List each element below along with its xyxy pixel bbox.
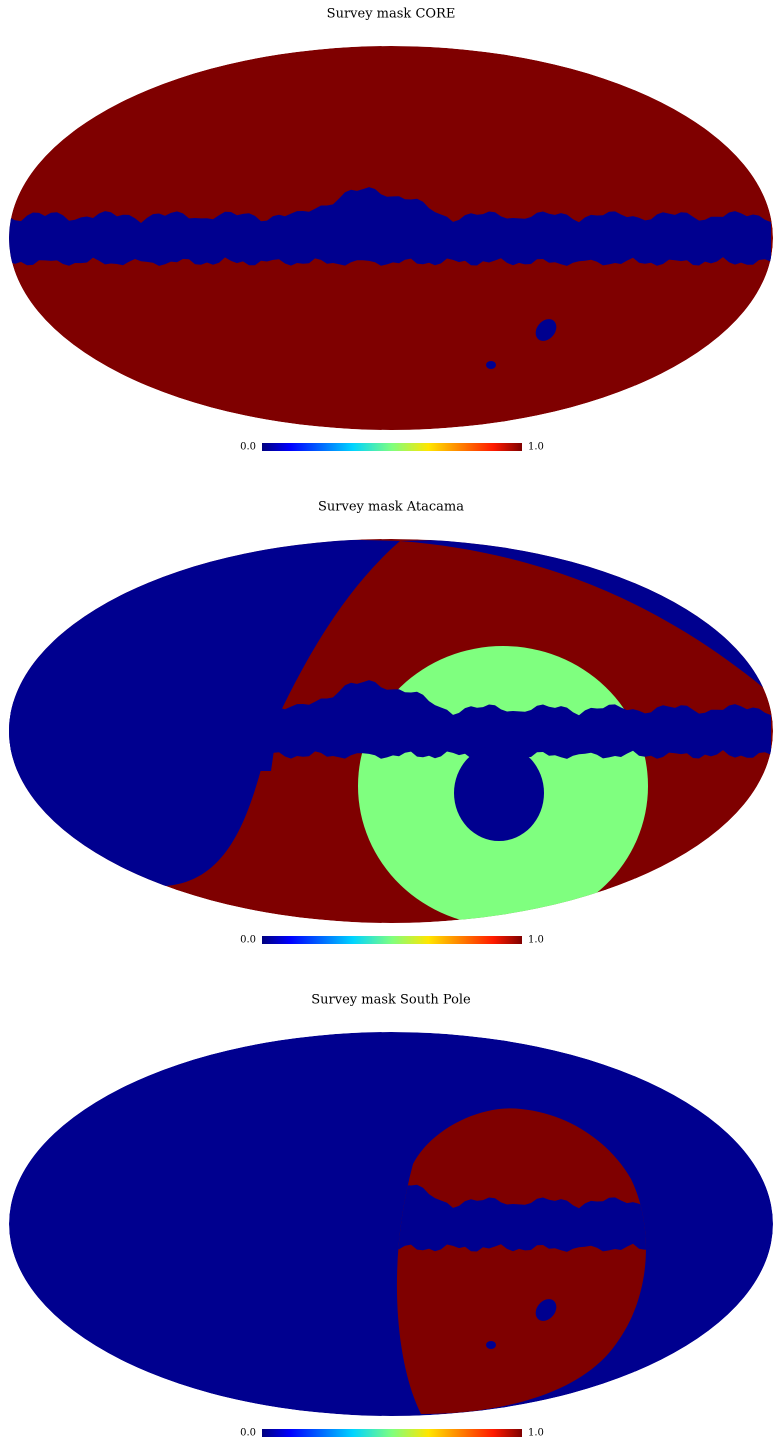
map-panel: Survey mask Atacama 0.0 1.0 [9,500,773,946]
sky-map [9,1032,773,1416]
map-title: Survey mask South Pole [311,993,471,1008]
colorbar-label: 1.0 [528,1428,544,1439]
map-title: Survey mask Atacama [318,500,464,515]
colorbar-label: 0.0 [240,935,256,946]
left-fill [9,701,281,771]
map-title: Survey mask CORE [327,7,456,22]
map-panel: Survey mask CORE 0.0 1.0 [9,7,773,453]
sky-map [9,46,773,430]
colorbar [262,1429,522,1437]
galactic-band [396,1173,646,1252]
masked-blob [486,361,496,369]
hole [454,745,544,841]
colorbar [262,443,522,451]
colorbar-label: 0.0 [240,1428,256,1439]
map-panel: Survey mask South Pole 0.0 1.0 [9,993,773,1439]
colorbar [262,936,522,944]
colorbar-label: 0.0 [240,442,256,453]
mask-region [9,1032,773,1416]
colorbar-label: 1.0 [528,442,544,453]
masked-blob [535,319,557,341]
red-region [396,1108,646,1414]
masked-blob [486,1341,496,1349]
masked-blob [535,1299,557,1321]
sky-map [9,539,773,923]
galactic-band [9,187,771,266]
colorbar-label: 1.0 [528,935,544,946]
